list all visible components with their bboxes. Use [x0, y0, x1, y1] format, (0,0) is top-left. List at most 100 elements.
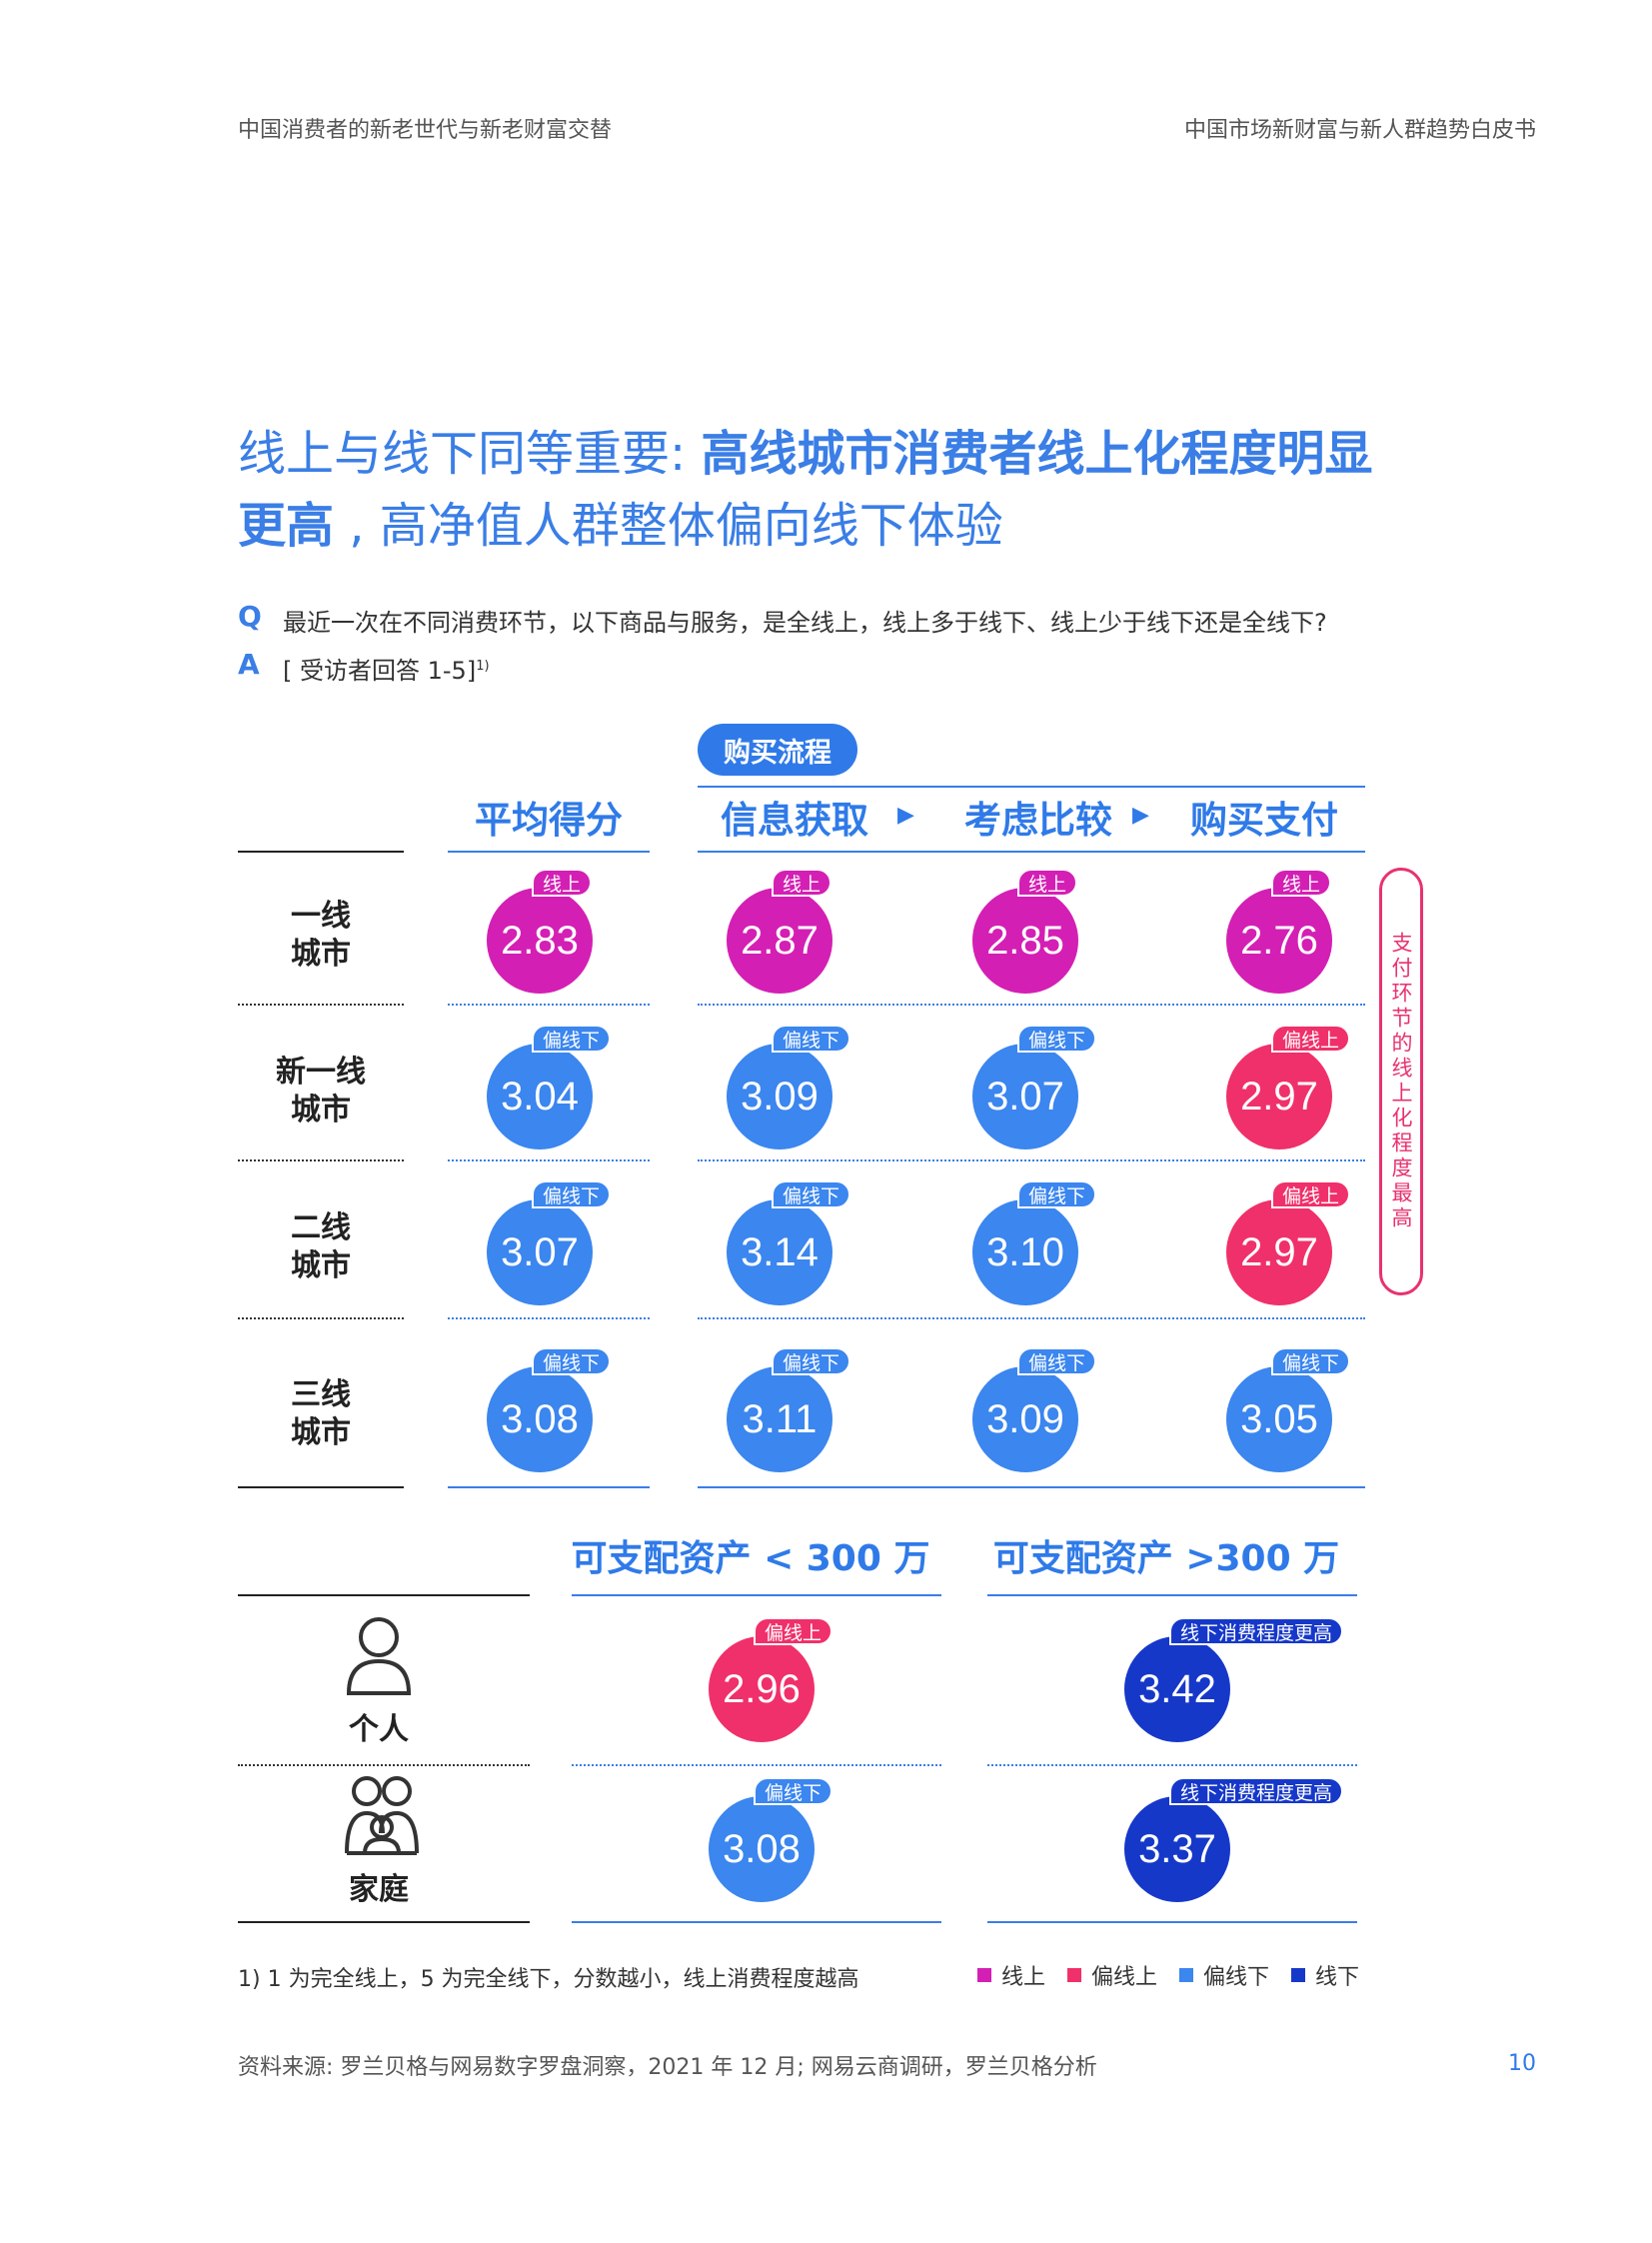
- assets-col2-topline: [987, 1594, 1357, 1596]
- page-number: 10: [1508, 2051, 1536, 2076]
- city-cell-tag: 偏线下: [772, 1025, 851, 1053]
- row-label-line2: 城市: [291, 1093, 351, 1127]
- row-label-line2: 城市: [291, 1248, 351, 1283]
- row-label-bottomline: [238, 1486, 404, 1488]
- row-divider: [698, 1317, 1365, 1319]
- city-cell-score: 2.87: [727, 888, 832, 994]
- city-cell-score: 3.08: [487, 1366, 593, 1472]
- footnote: 1) 1 为完全线上，5 为完全线下，分数越小，线上消费程度越高: [238, 1967, 859, 1992]
- city-cell-score: 3.05: [1226, 1366, 1332, 1472]
- city-cell-tag: 偏线下: [1017, 1347, 1097, 1375]
- asset-cell-score: 3.37: [1124, 1796, 1230, 1902]
- row-divider: [238, 1159, 404, 1161]
- city-cell-tag: 偏线下: [1017, 1025, 1097, 1053]
- legend-swatch: [1291, 1968, 1306, 1982]
- title-part2: 高线城市消费者线上化程度明显更高: [238, 426, 1373, 554]
- assets-col1-topline: [572, 1594, 941, 1596]
- payment-side-note-text: 支付环节的线上化程度最高: [1389, 932, 1413, 1231]
- city-cell-score: 3.11: [727, 1366, 832, 1472]
- city-cell-score: 2.76: [1226, 888, 1332, 994]
- title-part1: 线上与线下同等重要:: [238, 426, 702, 482]
- row-label-line1: 新一线: [276, 1055, 366, 1090]
- legend-item: 偏线下: [1179, 1959, 1269, 1991]
- city-cell-tag: 线上: [1271, 869, 1332, 897]
- city-cell-score: 3.07: [972, 1044, 1078, 1149]
- question-letter: Q: [238, 600, 262, 633]
- asset-row-divider: [987, 1764, 1357, 1766]
- flow-arrow-1: ▶: [897, 803, 914, 828]
- legend: 线上 偏线上 偏线下 线下: [977, 1959, 1359, 1991]
- asset-cell-score: 3.08: [709, 1796, 815, 1902]
- city-cell-score: 2.85: [972, 888, 1078, 994]
- city-cell-score: 3.04: [487, 1044, 593, 1149]
- avg-col-bottomline: [448, 1486, 650, 1488]
- asset-cell-tag: 线下消费程度更高: [1169, 1617, 1344, 1645]
- row-label-line2: 城市: [291, 1415, 351, 1450]
- asset-cell-tag: 线下消费程度更高: [1169, 1777, 1344, 1805]
- row-divider: [698, 1159, 1365, 1161]
- person-icon: [343, 1613, 415, 1701]
- flow-col-bottomline: [698, 1486, 1365, 1488]
- assets-label-topline: [238, 1594, 530, 1596]
- assets-label-bottomline: [238, 1921, 530, 1923]
- question-text: 最近一次在不同消费环节，以下商品与服务，是全线上，线上多于线下、线上少于线下还是…: [283, 609, 1327, 637]
- asset-cell-score: 2.96: [709, 1636, 815, 1742]
- row-label-line1: 一线: [291, 899, 351, 934]
- city-cell-tag: 偏线上: [1271, 1025, 1351, 1053]
- header-left: 中国消费者的新老世代与新老财富交替: [238, 118, 613, 143]
- legend-label: 线下: [1315, 1965, 1360, 1990]
- legend-swatch: [1067, 1968, 1082, 1982]
- legend-item: 线下: [1291, 1959, 1359, 1991]
- row-divider: [698, 1004, 1365, 1006]
- asset-cell-tag: 偏线下: [754, 1777, 833, 1805]
- city-cell-score: 2.83: [487, 888, 593, 994]
- col-header-payment: 购买支付: [1190, 799, 1338, 842]
- city-cell-tag: 偏线下: [1271, 1347, 1351, 1375]
- legend-swatch: [1179, 1968, 1194, 1982]
- city-cell-tag: 偏线下: [532, 1025, 612, 1053]
- legend-label: 线上: [1001, 1965, 1046, 1990]
- assets-col-over-300: 可支配资产 >300 万: [992, 1538, 1340, 1579]
- answer-text: [ 受访者回答 1-5]1): [283, 651, 490, 686]
- row-divider: [238, 1317, 404, 1319]
- asset-row-divider: [238, 1764, 530, 1766]
- title-part3: , 高净值人群整体偏向线下体验: [334, 498, 1003, 554]
- legend-label: 偏线下: [1203, 1965, 1270, 1990]
- flow-col-underline: [698, 851, 1365, 853]
- city-cell-tag: 线上: [1017, 869, 1078, 897]
- col-header-info: 信息获取: [721, 799, 868, 842]
- answer-text-main: [ 受访者回答 1-5]: [283, 657, 477, 685]
- row-label-line2: 城市: [291, 937, 351, 972]
- asset-cell-tag: 偏线上: [754, 1617, 833, 1645]
- avg-col-underline: [448, 851, 650, 853]
- row-label: 一线 城市: [238, 898, 404, 974]
- city-cell-score: 2.97: [1226, 1199, 1332, 1305]
- city-cell-tag: 偏线下: [772, 1347, 851, 1375]
- city-cell-score: 3.09: [727, 1044, 832, 1149]
- legend-item: 线上: [977, 1959, 1045, 1991]
- city-cell-score: 2.97: [1226, 1044, 1332, 1149]
- city-cell-score: 3.07: [487, 1199, 593, 1305]
- row-divider: [448, 1004, 650, 1006]
- assets-col2-bottomline: [987, 1921, 1357, 1923]
- city-cell-tag: 线上: [532, 869, 593, 897]
- asset-cell-score: 3.42: [1124, 1636, 1230, 1742]
- row-label: 三线 城市: [238, 1376, 404, 1452]
- city-cell-tag: 偏线下: [1017, 1180, 1097, 1208]
- purchase-flow-pill: 购买流程: [698, 724, 857, 776]
- city-cell-score: 3.14: [727, 1199, 832, 1305]
- header-right: 中国市场新财富与新人群趋势白皮书: [1183, 118, 1536, 143]
- asset-row-divider: [572, 1764, 941, 1766]
- payment-side-note: 支付环节的线上化程度最高: [1379, 868, 1423, 1295]
- answer-sup: 1): [476, 659, 490, 674]
- city-cell-tag: 偏线上: [1271, 1180, 1351, 1208]
- asset-row-label: 个人: [349, 1712, 409, 1747]
- page-title: 线上与线下同等重要: 高线城市消费者线上化程度明显更高 , 高净值人群整体偏向线…: [238, 418, 1417, 562]
- legend-item: 偏线上: [1067, 1959, 1157, 1991]
- purchase-flow-line: [698, 786, 1365, 788]
- family-icon: [343, 1773, 421, 1861]
- flow-arrow-2: ▶: [1132, 803, 1149, 828]
- city-cell-score: 3.10: [972, 1199, 1078, 1305]
- legend-swatch: [977, 1968, 991, 1982]
- row-divider: [238, 1004, 404, 1006]
